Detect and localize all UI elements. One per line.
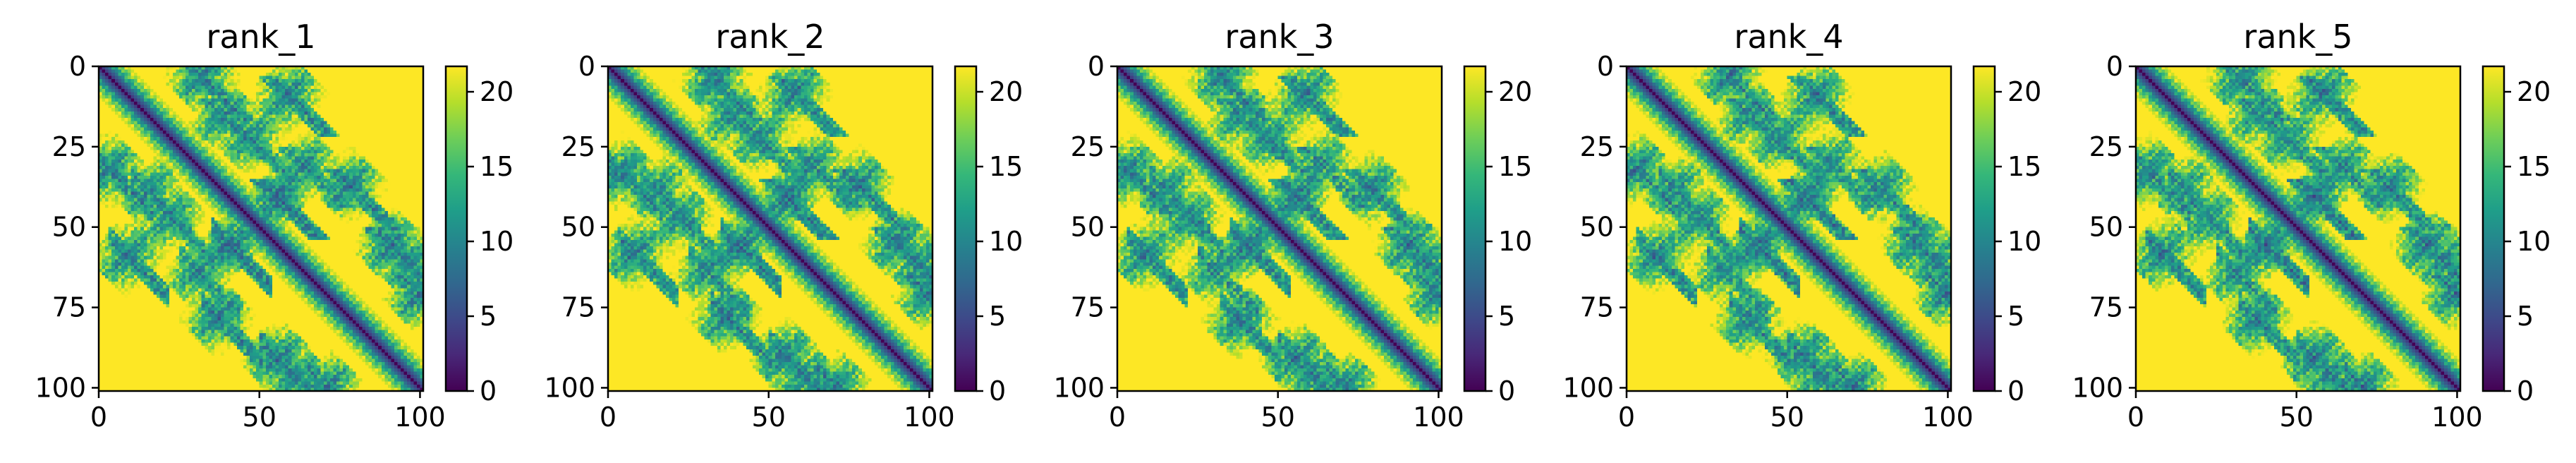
panel-title: rank_5 bbox=[2243, 18, 2352, 56]
y-tick-label: 50 bbox=[2089, 212, 2123, 243]
y-tick-label: 75 bbox=[561, 292, 595, 323]
y-tick-label: 75 bbox=[2089, 292, 2123, 323]
y-tick-label: 75 bbox=[1580, 292, 1614, 323]
panel-title: rank_1 bbox=[206, 18, 315, 56]
y-tick-label: 100 bbox=[544, 372, 595, 403]
heatmap-image bbox=[99, 66, 423, 391]
y-tick-label: 50 bbox=[1071, 212, 1105, 243]
colorbar bbox=[446, 66, 467, 391]
panel-title: rank_4 bbox=[1734, 18, 1843, 56]
colorbar-tick-label: 20 bbox=[1498, 76, 1532, 107]
colorbar-tick-label: 0 bbox=[989, 375, 1006, 407]
colorbar-frame bbox=[2481, 65, 2505, 392]
colorbar-tick-label: 5 bbox=[2517, 301, 2534, 332]
x-tick-label: 50 bbox=[243, 402, 277, 433]
y-tick-label: 0 bbox=[1597, 51, 1614, 82]
y-tick-label: 25 bbox=[1071, 131, 1105, 162]
x-tick-label: 100 bbox=[1413, 402, 1464, 433]
axes-frame bbox=[1625, 65, 1952, 392]
panel-title: rank_2 bbox=[715, 18, 825, 56]
colorbar-tick-label: 20 bbox=[2007, 76, 2041, 107]
colorbar-frame bbox=[954, 65, 978, 392]
y-tick-label: 0 bbox=[2106, 51, 2123, 82]
y-tick-label: 100 bbox=[2072, 372, 2123, 403]
y-tick-label: 100 bbox=[1053, 372, 1105, 403]
colorbar-tick-label: 5 bbox=[989, 301, 1006, 332]
colorbar-tick-label: 0 bbox=[2007, 375, 2024, 407]
colorbar bbox=[955, 66, 976, 391]
colorbar-tick-label: 10 bbox=[2517, 226, 2551, 257]
colorbar-frame bbox=[1972, 65, 1996, 392]
x-tick-label: 50 bbox=[752, 402, 786, 433]
y-tick-label: 0 bbox=[69, 51, 86, 82]
heatmap-image bbox=[608, 66, 932, 391]
colorbar-tick-label: 0 bbox=[480, 375, 497, 407]
heatmap-image bbox=[1627, 66, 1951, 391]
x-tick-label: 0 bbox=[1618, 402, 1635, 433]
colorbar-tick-label: 15 bbox=[2517, 151, 2551, 182]
x-tick-label: 0 bbox=[2127, 402, 2144, 433]
y-tick-label: 50 bbox=[561, 212, 595, 243]
y-tick-label: 50 bbox=[1580, 212, 1614, 243]
colorbar-tick-label: 15 bbox=[480, 151, 514, 182]
y-tick-label: 100 bbox=[1562, 372, 1614, 403]
axes-frame bbox=[1116, 65, 1443, 392]
colorbar-tick-label: 20 bbox=[989, 76, 1023, 107]
y-tick-label: 75 bbox=[1071, 292, 1105, 323]
colorbar-tick-label: 20 bbox=[2517, 76, 2551, 107]
colorbar-tick-label: 15 bbox=[1498, 151, 1532, 182]
axes-frame bbox=[607, 65, 934, 392]
colorbar-tick-label: 10 bbox=[1498, 226, 1532, 257]
colorbar-frame bbox=[444, 65, 468, 392]
x-tick-label: 100 bbox=[1922, 402, 1974, 433]
y-tick-label: 50 bbox=[52, 212, 86, 243]
x-tick-label: 100 bbox=[2431, 402, 2483, 433]
colorbar-tick-label: 5 bbox=[1498, 301, 1515, 332]
colorbar-tick-label: 0 bbox=[2517, 375, 2534, 407]
colorbar-tick-label: 15 bbox=[989, 151, 1023, 182]
y-tick-label: 75 bbox=[52, 292, 86, 323]
x-tick-label: 100 bbox=[904, 402, 955, 433]
axes-frame bbox=[2134, 65, 2462, 392]
y-tick-label: 0 bbox=[1088, 51, 1105, 82]
colorbar-frame bbox=[1463, 65, 1487, 392]
colorbar bbox=[1464, 66, 1486, 391]
x-tick-label: 0 bbox=[600, 402, 616, 433]
colorbar-tick-label: 5 bbox=[2007, 301, 2024, 332]
heatmap-image bbox=[1117, 66, 1442, 391]
x-tick-label: 0 bbox=[90, 402, 107, 433]
colorbar-tick-label: 10 bbox=[989, 226, 1023, 257]
colorbar-tick-label: 20 bbox=[480, 76, 514, 107]
x-tick-label: 50 bbox=[2280, 402, 2314, 433]
y-tick-label: 25 bbox=[561, 131, 595, 162]
y-tick-label: 25 bbox=[1580, 131, 1614, 162]
colorbar-tick-label: 10 bbox=[2007, 226, 2041, 257]
x-tick-label: 50 bbox=[1770, 402, 1804, 433]
colorbar-tick-label: 15 bbox=[2007, 151, 2041, 182]
y-tick-label: 25 bbox=[2089, 131, 2123, 162]
x-tick-label: 100 bbox=[394, 402, 446, 433]
axes-frame bbox=[97, 65, 425, 392]
heatmap-image bbox=[2136, 66, 2460, 391]
y-tick-label: 100 bbox=[35, 372, 86, 403]
x-tick-label: 0 bbox=[1109, 402, 1126, 433]
y-tick-label: 0 bbox=[578, 51, 595, 82]
colorbar bbox=[1974, 66, 1995, 391]
y-tick-label: 25 bbox=[52, 131, 86, 162]
colorbar-tick-label: 10 bbox=[480, 226, 514, 257]
colorbar-tick-label: 5 bbox=[480, 301, 497, 332]
colorbar bbox=[2483, 66, 2504, 391]
panel-title: rank_3 bbox=[1225, 18, 1334, 56]
x-tick-label: 50 bbox=[1261, 402, 1295, 433]
colorbar-tick-label: 0 bbox=[1498, 375, 1515, 407]
